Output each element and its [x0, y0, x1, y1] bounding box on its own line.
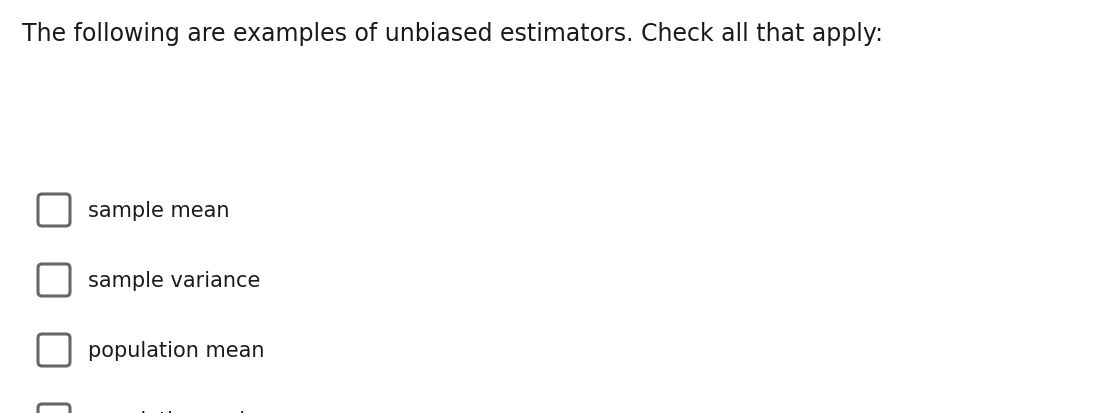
FancyBboxPatch shape [39, 404, 70, 413]
Text: The following are examples of unbiased estimators. Check all that apply:: The following are examples of unbiased e… [22, 22, 883, 46]
FancyBboxPatch shape [39, 195, 70, 226]
Text: sample mean: sample mean [88, 201, 230, 221]
FancyBboxPatch shape [39, 264, 70, 296]
Text: population variance: population variance [88, 410, 296, 413]
Text: population mean: population mean [88, 340, 264, 360]
FancyBboxPatch shape [39, 334, 70, 366]
Text: sample variance: sample variance [88, 271, 261, 290]
